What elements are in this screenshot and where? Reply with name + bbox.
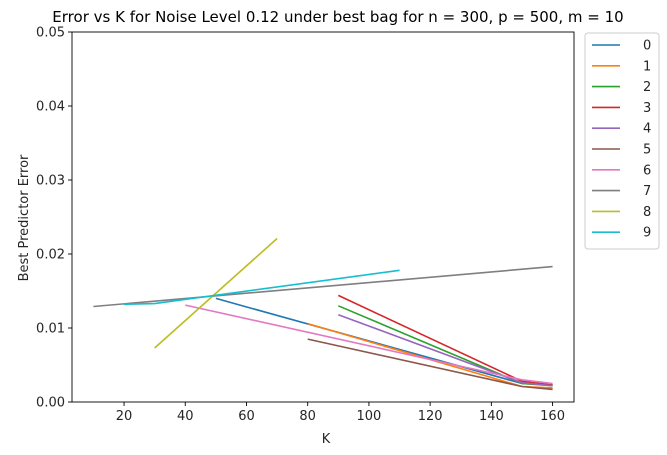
legend-label-9: 9: [643, 226, 651, 241]
series-line-6: [185, 304, 553, 385]
x-tick-label: 100: [357, 409, 382, 424]
series-line-4: [338, 313, 553, 387]
x-tick-label: 160: [540, 409, 565, 424]
chart-title: Error vs K for Noise Level 0.12 under be…: [52, 8, 623, 26]
y-tick-label: 0.04: [36, 100, 65, 115]
x-tick-label: 40: [177, 409, 194, 424]
legend-label-5: 5: [643, 143, 651, 158]
y-tick-label: 0.01: [36, 322, 65, 337]
series-line-3: [337, 294, 553, 386]
legend-label-7: 7: [643, 184, 651, 199]
axes-frame: [71, 31, 575, 403]
legend-label-4: 4: [643, 122, 651, 137]
x-tick-label: 20: [116, 409, 133, 424]
x-tick-label: 120: [418, 409, 443, 424]
plot-area: 20 40 60 80 100 120 140 160 0.00 0.01 0.02 0.03 0.04…: [36, 26, 575, 424]
series-line-9: [123, 269, 400, 306]
x-tick-label: 140: [479, 409, 504, 424]
y-tick-label: 0.00: [36, 396, 65, 411]
y-tick-label: 0.03: [36, 174, 65, 189]
legend-label-8: 8: [643, 205, 651, 220]
y-tick-label: 0.02: [36, 248, 65, 263]
series-line-7: [93, 265, 553, 308]
legend-label-3: 3: [643, 101, 651, 116]
series-line-5: [307, 338, 553, 391]
x-tick-label: 80: [299, 409, 316, 424]
legend-label-6: 6: [643, 163, 651, 178]
legend: 0 1 2 3 4 5 6 7 8 9: [584, 32, 660, 250]
y-tick-label: 0.05: [36, 26, 65, 41]
legend-label-0: 0: [643, 39, 651, 54]
legend-label-2: 2: [643, 80, 651, 95]
x-axis-label: K: [322, 432, 331, 447]
series-line-8: [154, 237, 278, 349]
y-axis-label: Best Predictor Error: [17, 154, 32, 281]
legend-label-1: 1: [643, 59, 651, 74]
x-tick-label: 60: [238, 409, 255, 424]
